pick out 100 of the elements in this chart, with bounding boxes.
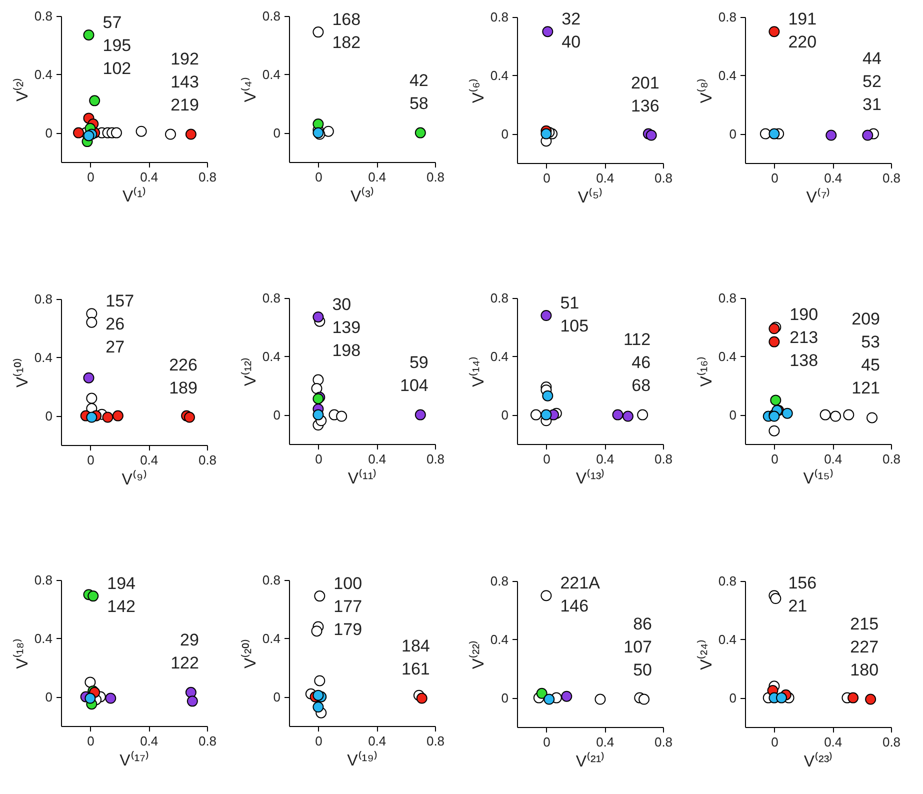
x-tick-label: 0: [87, 452, 94, 468]
x-axis-title: V⁽¹³⁾: [576, 468, 606, 488]
y-tick-label: 0: [729, 126, 736, 142]
x-tick-label: 0.4: [596, 452, 614, 466]
y-tick-label: 0.8: [490, 574, 508, 588]
annotation: 191 220: [788, 10, 817, 52]
annotation: 57 195 102: [102, 12, 132, 78]
x-axis-title: V⁽³⁾: [350, 186, 374, 206]
point: [414, 409, 426, 420]
x-tick-label: 0: [771, 170, 778, 186]
y-axis-title: V⁽¹⁰⁾: [12, 358, 32, 388]
point: [843, 409, 854, 420]
y-tick-label: 0.4: [718, 348, 736, 364]
x-axis-title: V⁽⁹⁾: [122, 470, 148, 488]
point: [184, 412, 195, 423]
y-tick-label: 0: [45, 689, 52, 704]
point: [312, 702, 324, 713]
y-tick-label: 0.8: [262, 572, 280, 588]
x-tick-label: 0.8: [198, 734, 217, 748]
annotation: 157 26 27: [106, 292, 134, 357]
x-tick-label: 0.4: [824, 170, 842, 186]
point: [84, 692, 96, 704]
annotation: 100 177 179: [334, 574, 362, 640]
point: [768, 336, 780, 348]
point: [314, 590, 326, 602]
point: [768, 425, 780, 436]
point: [820, 409, 831, 420]
annotation: 30 139 198: [332, 294, 361, 360]
point: [311, 626, 322, 637]
y-tick-label: 0.4: [490, 632, 508, 647]
point: [312, 118, 324, 130]
point: [536, 688, 548, 699]
y-tick-label: 0.4: [490, 348, 508, 364]
point: [416, 692, 428, 704]
y-tick-label: 0: [501, 690, 508, 706]
point: [88, 590, 99, 602]
y-axis-title: V⁽⁸⁾: [696, 78, 716, 104]
x-tick-label: 0: [543, 170, 550, 186]
y-tick-label: 0: [273, 407, 280, 422]
x-axis-title: V⁽¹⁵⁾: [803, 468, 834, 488]
x-tick-label: 0: [87, 170, 94, 184]
point: [105, 692, 116, 704]
point: [83, 372, 94, 384]
y-tick-label: 0: [273, 125, 280, 140]
annotation: 184 161: [401, 636, 430, 678]
annotation: 29 122: [170, 630, 199, 672]
point: [646, 130, 657, 141]
annotation: 32 40: [562, 10, 581, 52]
point: [770, 394, 782, 406]
y-tick-label: 0.4: [718, 68, 736, 83]
y-tick-label: 0.8: [718, 10, 736, 24]
x-tick-label: 0.4: [368, 170, 386, 184]
point: [185, 128, 196, 140]
annotation: 42 58: [409, 70, 428, 113]
point: [540, 409, 552, 420]
y-tick-label: 0: [729, 690, 736, 706]
x-tick-label: 0: [315, 170, 322, 184]
point: [84, 676, 96, 688]
y-tick-label: 0.8: [490, 10, 508, 24]
y-axis-title: V⁽⁶⁾: [468, 78, 488, 104]
point: [862, 130, 874, 141]
point: [322, 126, 334, 137]
y-axis-title: V⁽¹²⁾: [240, 356, 260, 386]
x-tick-label: 0: [543, 452, 550, 466]
y-tick-label: 0.8: [34, 8, 52, 24]
x-tick-label: 0: [771, 452, 778, 466]
y-tick-label: 0.4: [34, 350, 52, 365]
x-axis-title: V⁽¹⁷⁾: [120, 750, 150, 770]
annotation: 168 182: [332, 10, 361, 52]
x-tick-label: 0.4: [140, 170, 158, 184]
y-tick-label: 0.4: [262, 348, 280, 364]
point: [86, 308, 98, 320]
x-tick-label: 0: [315, 452, 322, 466]
annotation: 59 104: [400, 352, 428, 395]
point: [89, 95, 100, 106]
y-tick-label: 0.8: [262, 290, 280, 306]
point: [530, 409, 542, 420]
x-axis-title: V⁽¹⁾: [122, 186, 146, 206]
point: [866, 412, 878, 424]
point: [865, 694, 876, 705]
y-tick-label: 0.4: [34, 630, 52, 646]
point: [136, 126, 147, 137]
point: [561, 690, 572, 702]
point: [165, 128, 176, 140]
point: [110, 127, 122, 138]
point: [768, 26, 780, 38]
point: [102, 412, 114, 423]
point: [638, 694, 650, 705]
y-tick-label: 0.8: [718, 574, 736, 588]
point: [312, 690, 324, 701]
x-tick-label: 0.4: [824, 734, 842, 750]
y-axis-title: V⁽²⁴⁾: [696, 639, 716, 670]
x-tick-label: 0.8: [426, 452, 445, 466]
point: [312, 311, 324, 322]
y-axis-title: V⁽²⁾: [12, 78, 32, 102]
point: [186, 696, 198, 707]
x-tick-label: 0.8: [882, 734, 901, 750]
y-axis-title: V⁽¹⁴⁾: [468, 356, 488, 387]
annotation: 209 53 45 121: [852, 310, 880, 398]
point: [848, 692, 859, 704]
